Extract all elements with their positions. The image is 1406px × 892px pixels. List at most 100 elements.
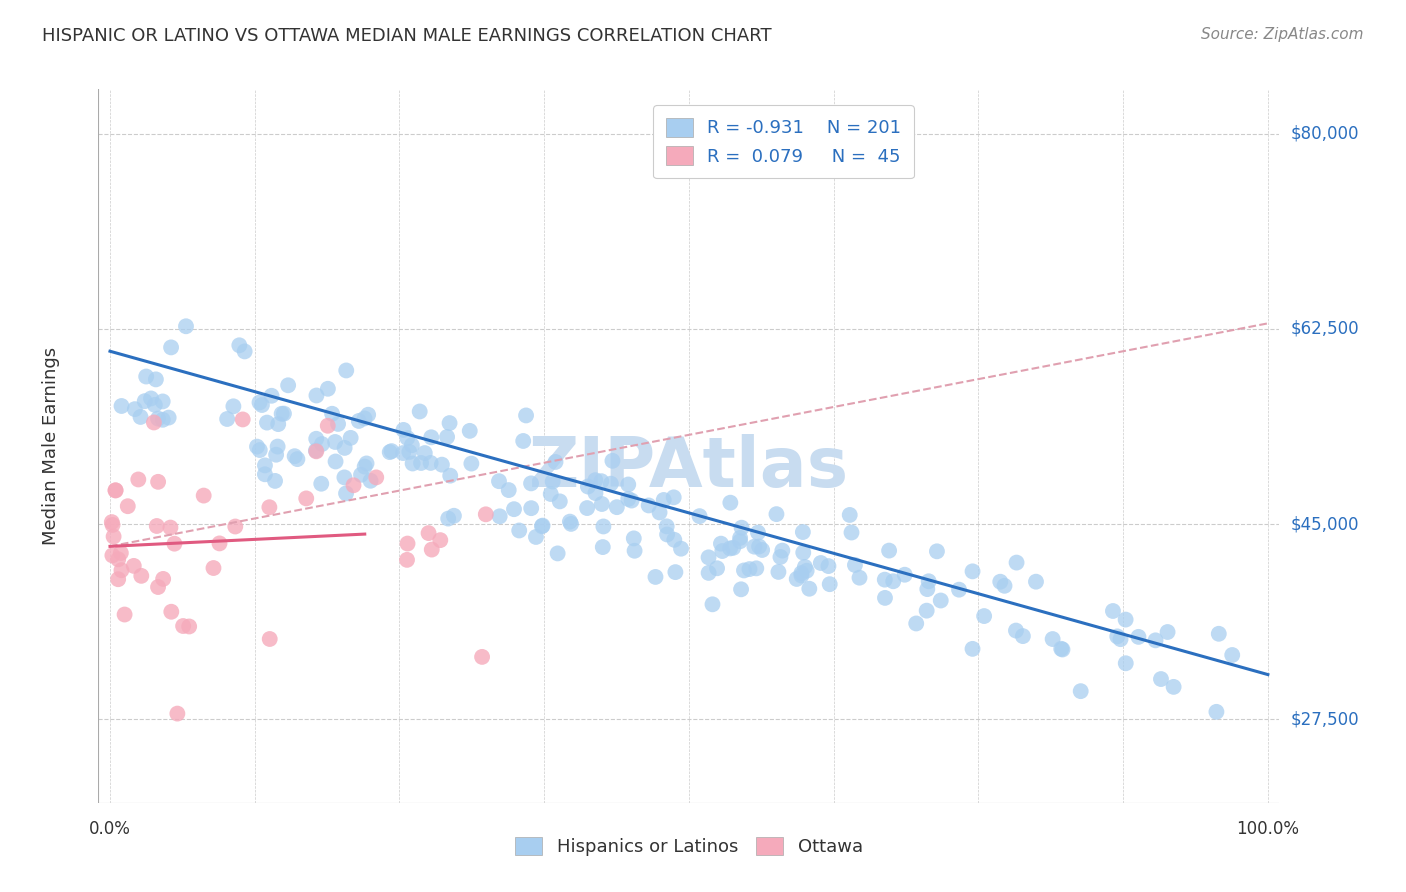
Point — [558, 515, 581, 529]
Point — [544, 455, 567, 469]
Point — [1115, 657, 1137, 671]
Point — [419, 456, 441, 470]
Point — [702, 597, 724, 611]
Point — [576, 479, 599, 493]
Point — [124, 402, 146, 417]
Point — [347, 414, 370, 428]
Point — [799, 582, 821, 596]
Point — [728, 534, 751, 549]
Point — [1128, 630, 1150, 644]
Point — [267, 417, 290, 431]
Point — [260, 389, 283, 403]
Text: ZIPAtlas: ZIPAtlas — [529, 434, 849, 501]
Point — [873, 573, 896, 587]
Point — [253, 467, 276, 482]
Point — [844, 558, 866, 572]
Point — [152, 394, 174, 409]
Point — [841, 525, 863, 540]
Point — [503, 502, 526, 516]
Point — [335, 486, 357, 500]
Point — [592, 519, 614, 533]
Point — [652, 493, 675, 508]
Point — [458, 424, 481, 438]
Point — [174, 319, 197, 334]
Point — [508, 524, 530, 538]
Point — [488, 474, 510, 488]
Point — [810, 556, 832, 570]
Point — [305, 432, 328, 446]
Point — [723, 541, 745, 555]
Point — [309, 476, 332, 491]
Point — [409, 404, 432, 418]
Point — [599, 476, 621, 491]
Point — [817, 559, 839, 574]
Point — [110, 563, 132, 577]
Point — [733, 564, 755, 578]
Point — [146, 411, 169, 425]
Point — [146, 475, 169, 489]
Point — [471, 649, 494, 664]
Point — [1150, 672, 1173, 686]
Point — [135, 369, 157, 384]
Point — [110, 399, 132, 413]
Point — [1025, 574, 1047, 589]
Point — [547, 546, 569, 560]
Point — [548, 494, 571, 508]
Point — [250, 398, 273, 412]
Point — [172, 619, 194, 633]
Text: $27,500: $27,500 — [1291, 710, 1360, 728]
Point — [305, 443, 328, 458]
Point — [540, 487, 562, 501]
Point — [644, 570, 666, 584]
Point — [202, 561, 225, 575]
Point — [246, 440, 269, 454]
Point — [1109, 632, 1132, 647]
Point — [145, 372, 167, 386]
Point — [104, 483, 127, 498]
Point — [392, 446, 415, 460]
Point — [134, 394, 156, 409]
Point — [339, 431, 361, 445]
Point — [1052, 642, 1074, 657]
Point — [101, 515, 124, 529]
Point — [253, 458, 276, 473]
Point — [430, 458, 453, 472]
Point — [664, 533, 686, 547]
Text: $80,000: $80,000 — [1291, 125, 1360, 143]
Point — [711, 544, 734, 558]
Point — [792, 524, 814, 539]
Point — [790, 568, 813, 582]
Point — [710, 536, 733, 550]
Point — [592, 540, 614, 554]
Point — [768, 565, 790, 579]
Point — [948, 582, 970, 597]
Point — [353, 411, 375, 425]
Point — [929, 593, 952, 607]
Point — [127, 473, 149, 487]
Point — [531, 518, 554, 533]
Point — [718, 541, 741, 556]
Point — [498, 483, 520, 497]
Point — [988, 574, 1011, 589]
Point — [360, 474, 382, 488]
Point — [436, 430, 458, 444]
Text: 100.0%: 100.0% — [1236, 820, 1299, 838]
Point — [520, 476, 543, 491]
Point — [512, 434, 534, 448]
Point — [166, 706, 188, 721]
Text: $62,500: $62,500 — [1291, 320, 1360, 338]
Point — [295, 491, 318, 506]
Point — [962, 565, 984, 579]
Point — [429, 533, 451, 548]
Point — [122, 558, 145, 573]
Point — [697, 566, 720, 580]
Point — [143, 398, 166, 412]
Point — [316, 382, 339, 396]
Point — [655, 519, 678, 533]
Point — [460, 457, 482, 471]
Point — [316, 418, 339, 433]
Point — [264, 448, 287, 462]
Text: $45,000: $45,000 — [1291, 515, 1360, 533]
Point — [1144, 633, 1167, 648]
Point — [353, 459, 375, 474]
